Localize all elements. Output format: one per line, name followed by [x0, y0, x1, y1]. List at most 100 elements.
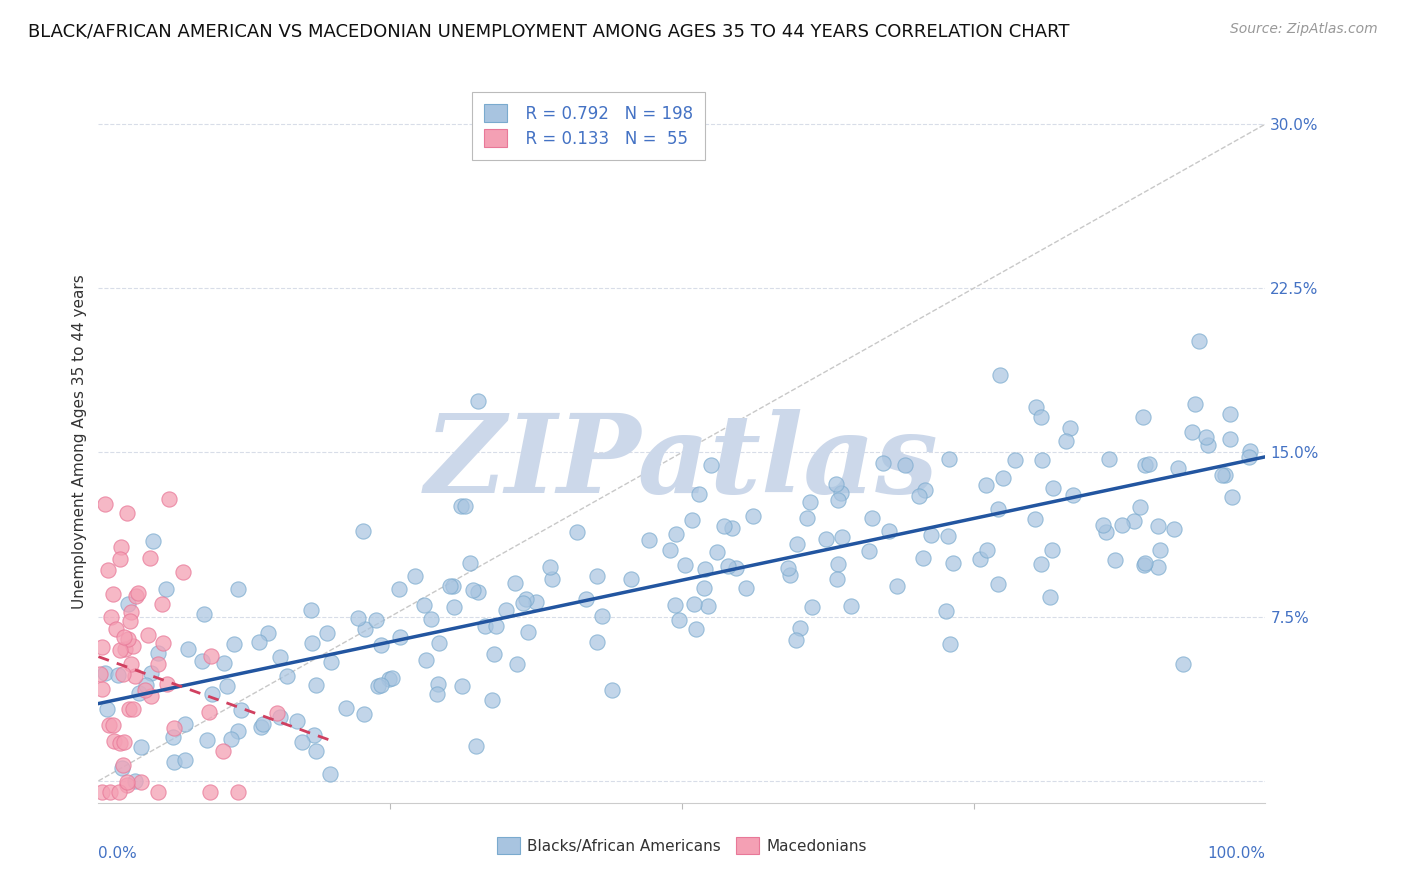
- Point: [107, 785, 129, 799]
- Point: [1122, 515, 1144, 529]
- Point: [195, 732, 218, 747]
- Point: [1040, 542, 1063, 557]
- Point: [427, 676, 450, 690]
- Point: [117, 597, 139, 611]
- Point: [142, 534, 165, 549]
- Point: [830, 486, 852, 500]
- Point: [101, 587, 124, 601]
- Point: [302, 728, 325, 742]
- Point: [214, 656, 236, 670]
- Point: [114, 641, 136, 656]
- Point: [141, 689, 163, 703]
- Point: [512, 596, 534, 610]
- Point: [388, 582, 411, 597]
- Point: [118, 702, 141, 716]
- Point: [354, 622, 377, 636]
- Point: [825, 572, 848, 586]
- Point: [914, 483, 936, 498]
- Point: [129, 775, 152, 789]
- Point: [118, 614, 141, 628]
- Point: [586, 634, 609, 648]
- Point: [364, 613, 387, 627]
- Point: [474, 618, 496, 632]
- Point: [415, 653, 437, 667]
- Point: [538, 559, 561, 574]
- Point: [503, 575, 526, 590]
- Point: [443, 579, 465, 593]
- Point: [162, 731, 184, 745]
- Point: [481, 693, 503, 707]
- Point: [353, 706, 375, 721]
- Point: [94, 497, 117, 511]
- Point: [872, 456, 894, 470]
- Point: [378, 672, 401, 686]
- Point: [157, 492, 180, 507]
- Point: [681, 513, 703, 527]
- Point: [305, 678, 328, 692]
- Point: [936, 529, 959, 543]
- Point: [1039, 590, 1062, 604]
- Point: [942, 557, 965, 571]
- Point: [287, 714, 309, 729]
- Point: [412, 598, 434, 612]
- Text: BLACK/AFRICAN AMERICAN VS MACEDONIAN UNEMPLOYMENT AMONG AGES 35 TO 44 YEARS CORR: BLACK/AFRICAN AMERICAN VS MACEDONIAN UNE…: [28, 22, 1070, 40]
- Point: [1004, 452, 1026, 467]
- Y-axis label: Unemployment Among Ages 35 to 44 years: Unemployment Among Ages 35 to 44 years: [72, 274, 87, 609]
- Point: [250, 720, 273, 734]
- Point: [105, 622, 128, 636]
- Point: [112, 667, 135, 681]
- Point: [697, 599, 720, 613]
- Point: [200, 785, 222, 799]
- Point: [825, 476, 848, 491]
- Point: [814, 532, 837, 546]
- Point: [683, 597, 706, 611]
- Point: [665, 527, 688, 541]
- Point: [112, 735, 135, 749]
- Point: [146, 785, 169, 799]
- Point: [585, 568, 607, 582]
- Point: [1163, 522, 1185, 536]
- Point: [370, 678, 392, 692]
- Point: [1146, 560, 1168, 574]
- Point: [776, 560, 799, 574]
- Point: [685, 623, 707, 637]
- Point: [1188, 334, 1211, 348]
- Point: [688, 486, 710, 500]
- Point: [425, 687, 447, 701]
- Point: [177, 642, 200, 657]
- Point: [461, 583, 484, 598]
- Point: [222, 637, 245, 651]
- Point: [695, 562, 717, 576]
- Point: [108, 736, 131, 750]
- Point: [1025, 400, 1047, 414]
- Point: [1111, 518, 1133, 533]
- Point: [381, 672, 404, 686]
- Point: [827, 492, 849, 507]
- Point: [305, 744, 328, 758]
- Point: [693, 581, 716, 595]
- Point: [839, 599, 862, 613]
- Point: [138, 628, 160, 642]
- Point: [506, 657, 529, 671]
- Point: [427, 636, 450, 650]
- Point: [107, 668, 129, 682]
- Point: [269, 649, 291, 664]
- Point: [516, 624, 538, 639]
- Point: [1059, 420, 1081, 434]
- Point: [658, 543, 681, 558]
- Point: [976, 543, 998, 558]
- Point: [1173, 657, 1195, 671]
- Point: [939, 637, 962, 651]
- Point: [1132, 410, 1154, 425]
- Point: [574, 591, 596, 606]
- Point: [827, 557, 849, 571]
- Point: [706, 544, 728, 558]
- Point: [1137, 457, 1160, 471]
- Point: [1024, 511, 1046, 525]
- Point: [454, 500, 477, 514]
- Point: [115, 775, 138, 789]
- Point: [252, 717, 274, 731]
- Point: [150, 598, 173, 612]
- Point: [148, 657, 170, 672]
- Point: [831, 530, 853, 544]
